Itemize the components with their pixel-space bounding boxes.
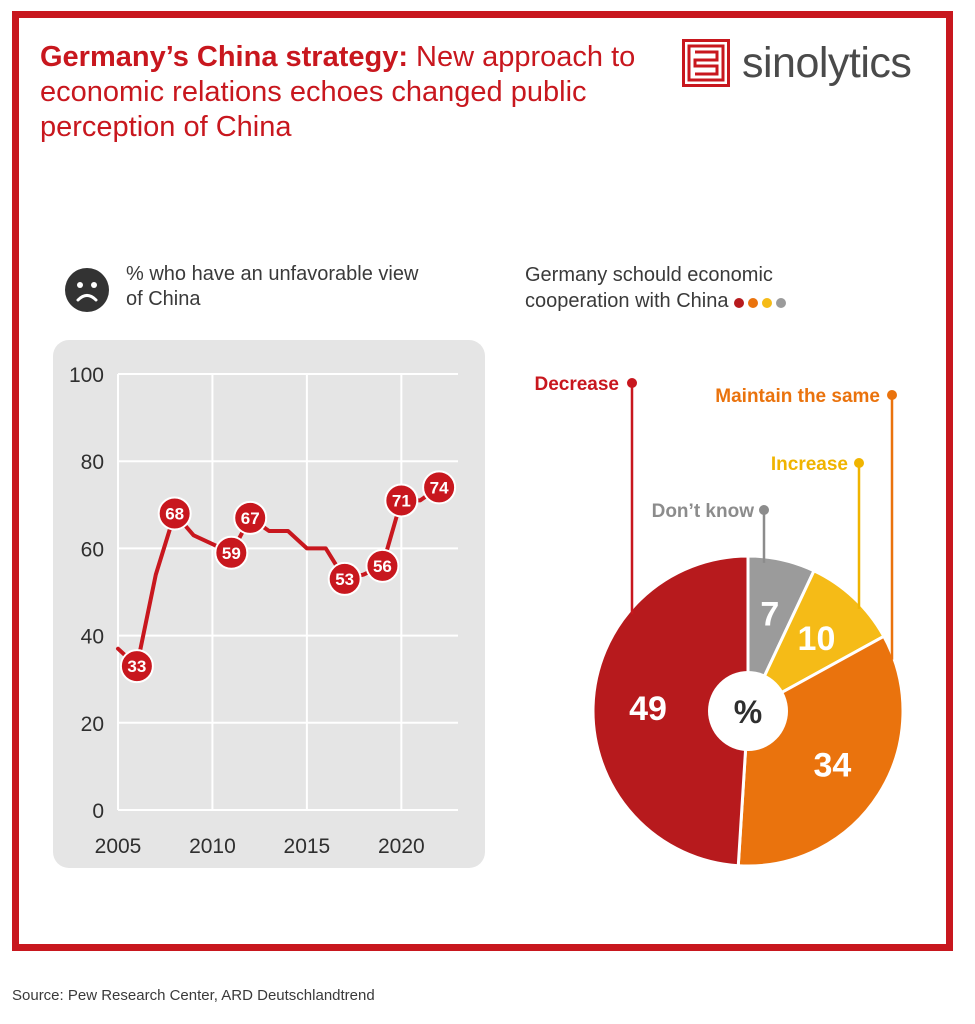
pie-chart-label: Germany schould economic cooperation wit…	[525, 262, 825, 315]
line-chart-panel	[53, 340, 485, 868]
sad-face-icon	[65, 268, 109, 312]
increase-dot	[762, 297, 773, 308]
brand-logo: sinolytics	[682, 38, 912, 88]
source-note: Source: Pew Research Center, ARD Deutsch…	[12, 987, 375, 1004]
decrease-dot	[734, 297, 745, 308]
maze-logo-icon	[682, 39, 730, 87]
maintain-dot	[748, 297, 759, 308]
legend-dots	[734, 289, 790, 315]
infographic-frame	[12, 11, 953, 951]
pie-chart-label-text: Germany schould economic cooperation wit…	[525, 264, 773, 312]
page-title: Germany’s China strategy: New approach t…	[40, 40, 660, 145]
dont-know-dot	[776, 297, 787, 308]
title-bold: Germany’s China strategy:	[40, 41, 408, 73]
title-rest: New approach to economic relations echoe…	[40, 41, 636, 143]
line-chart-label: % who have an unfavorable view of China	[126, 263, 419, 310]
logo-text: sinolytics	[742, 38, 912, 87]
